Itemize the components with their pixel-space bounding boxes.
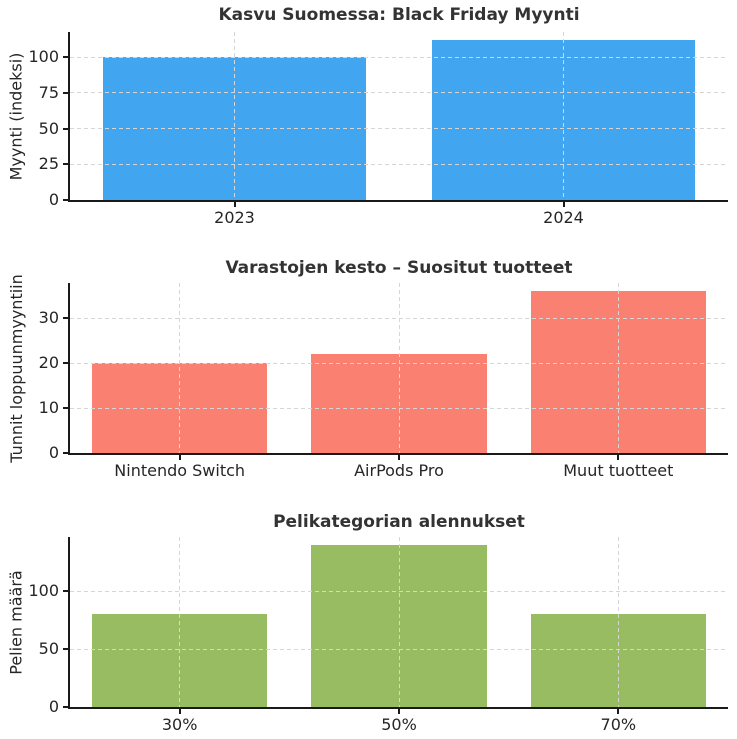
vertical-gridline [617, 537, 619, 707]
y-tick-mark [63, 452, 68, 454]
chart-title-black-friday-sales: Kasvu Suomessa: Black Friday Myynti [218, 5, 580, 25]
y-tick-label: 0 [48, 443, 59, 462]
horizontal-gridline [70, 648, 728, 650]
x-tick-label: 30% [161, 715, 198, 734]
y-axis-spine [68, 32, 70, 202]
x-tick-label: AirPods Pro [354, 461, 444, 480]
x-tick-mark [233, 202, 236, 207]
y-tick-label: 75 [38, 82, 59, 102]
y-tick-mark [63, 127, 68, 130]
x-tick-label: Muut tuotteet [563, 461, 674, 480]
horizontal-gridline [70, 317, 728, 319]
chart-title-stock-duration: Varastojen kesto – Suositut tuotteet [225, 258, 573, 278]
y-tick-label: 10 [38, 398, 59, 418]
horizontal-gridline [70, 56, 728, 58]
vertical-gridline [398, 537, 400, 707]
x-tick-mark [617, 709, 620, 714]
vertical-gridline [398, 283, 400, 453]
y-tick-label: 100 [28, 581, 59, 601]
y-tick-mark [63, 706, 68, 708]
y-tick-label: 30 [38, 308, 59, 328]
horizontal-gridline [70, 590, 728, 592]
vertical-gridline [563, 32, 564, 200]
x-tick-mark [178, 709, 181, 714]
horizontal-gridline [70, 362, 728, 364]
y-axis-label-box: Pelien määrä [2, 537, 30, 707]
x-tick-label: 2024 [543, 208, 584, 227]
chart-title-game-discounts: Pelikategorian alennukset [273, 512, 525, 532]
vertical-gridline [617, 283, 619, 453]
y-tick-mark [63, 317, 68, 320]
horizontal-gridline [70, 128, 728, 130]
x-tick-mark [398, 709, 400, 714]
plot-area-game-discounts: 30% 50% 70% 0 50 100 [28, 537, 728, 733]
y-tick-mark [63, 590, 68, 593]
y-tick-label: 25 [38, 154, 59, 174]
y-tick-label: 50 [38, 118, 59, 138]
vertical-gridline [179, 283, 181, 453]
x-tick-label: 50% [381, 715, 417, 734]
y-tick-label: 20 [38, 353, 59, 373]
x-axis-spine [68, 453, 728, 455]
vertical-gridline [234, 32, 235, 200]
x-tick-label: Nintendo Switch [114, 461, 246, 480]
y-axis-spine [68, 283, 70, 455]
x-axis-spine [68, 200, 728, 202]
y-tick-mark [63, 648, 68, 651]
y-tick-mark [63, 91, 68, 94]
horizontal-gridline [70, 92, 728, 94]
x-tick-label: 70% [600, 715, 637, 734]
y-tick-mark [63, 362, 68, 365]
y-tick-label: 50 [38, 639, 59, 659]
x-tick-label: 2023 [214, 208, 255, 227]
x-axis-spine [68, 707, 728, 709]
y-axis-spine [68, 537, 70, 709]
y-tick-label: 0 [48, 190, 59, 209]
x-tick-mark [178, 455, 181, 460]
y-tick-label: 100 [28, 47, 59, 67]
y-tick-label: 0 [48, 697, 59, 716]
plot-area-black-friday-sales: 2023 2024 0 25 50 75 100 [28, 32, 728, 226]
horizontal-gridline [70, 163, 728, 165]
y-tick-mark [63, 163, 68, 166]
y-tick-mark [63, 199, 68, 201]
vertical-gridline [179, 537, 181, 707]
plot-area-stock-duration: Nintendo Switch AirPods Pro Muut tuotteet 0… [39, 283, 728, 479]
horizontal-gridline [70, 407, 728, 409]
y-tick-mark [63, 56, 68, 59]
x-tick-mark [617, 455, 620, 460]
y-tick-mark [63, 407, 68, 410]
x-tick-mark [398, 455, 400, 460]
x-tick-mark [562, 202, 565, 207]
